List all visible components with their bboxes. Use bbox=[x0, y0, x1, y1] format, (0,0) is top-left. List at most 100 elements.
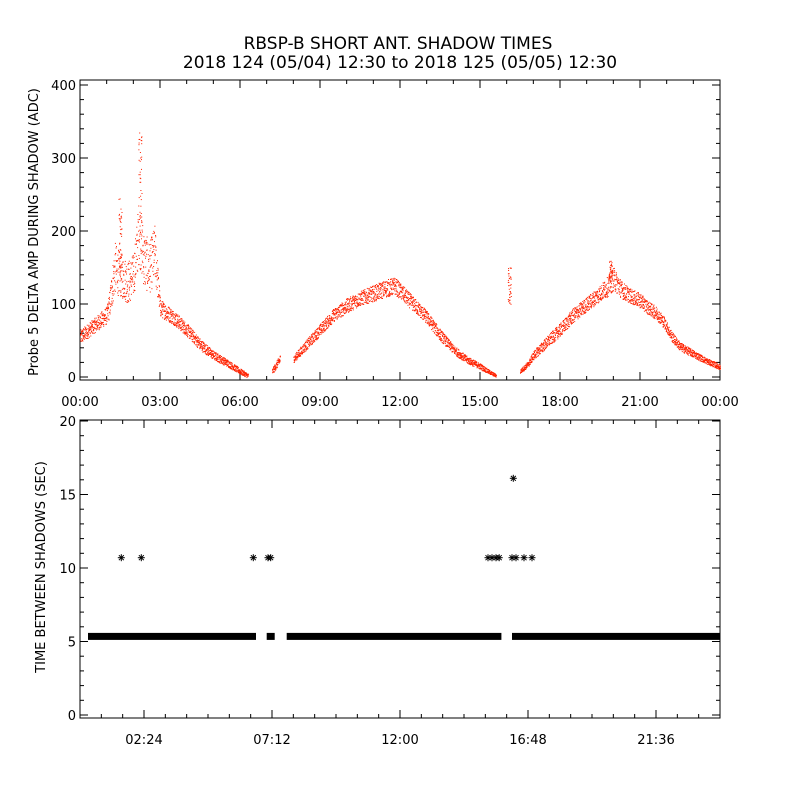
data-point bbox=[420, 312, 422, 314]
data-point bbox=[223, 362, 225, 364]
data-point bbox=[675, 341, 677, 343]
data-point bbox=[383, 286, 385, 288]
data-point bbox=[582, 305, 584, 307]
data-point bbox=[133, 256, 135, 258]
data-point bbox=[545, 348, 546, 350]
data-point bbox=[141, 222, 143, 224]
data-point bbox=[442, 335, 444, 337]
data-point bbox=[531, 361, 532, 363]
data-point bbox=[562, 329, 564, 330]
data-point bbox=[147, 277, 149, 279]
data-point bbox=[666, 324, 668, 326]
data-point bbox=[124, 292, 125, 294]
data-point bbox=[158, 295, 160, 297]
data-point bbox=[489, 372, 491, 374]
chart-title-line1: RBSP-B SHORT ANT. SHADOW TIMES bbox=[244, 34, 553, 54]
data-point bbox=[359, 302, 361, 304]
data-point bbox=[106, 323, 107, 325]
data-point bbox=[329, 322, 330, 324]
data-point bbox=[458, 353, 459, 355]
data-point bbox=[412, 304, 414, 306]
data-point bbox=[130, 284, 132, 286]
data-point bbox=[663, 325, 665, 327]
data-point bbox=[673, 342, 675, 344]
data-point bbox=[147, 254, 149, 256]
data-point bbox=[647, 310, 649, 312]
data-point bbox=[135, 262, 137, 264]
data-point bbox=[594, 299, 596, 301]
data-point bbox=[275, 363, 277, 365]
data-point bbox=[209, 348, 211, 349]
data-point bbox=[181, 321, 183, 322]
data-point bbox=[431, 321, 432, 323]
data-point bbox=[171, 311, 173, 312]
data-point bbox=[296, 359, 298, 361]
data-point bbox=[345, 301, 347, 303]
data-point bbox=[163, 305, 165, 307]
data-point bbox=[180, 324, 182, 326]
data-point bbox=[713, 361, 715, 363]
data-point bbox=[294, 358, 296, 360]
data-point bbox=[667, 332, 669, 333]
data-point bbox=[650, 311, 652, 312]
data-point bbox=[91, 331, 92, 332]
data-point bbox=[236, 366, 238, 368]
data-point bbox=[678, 341, 680, 343]
data-point bbox=[375, 285, 376, 286]
data-point bbox=[244, 374, 246, 376]
data-point bbox=[405, 297, 407, 298]
data-point bbox=[153, 230, 155, 232]
data-point bbox=[430, 324, 432, 326]
data-point bbox=[391, 294, 393, 296]
data-point bbox=[581, 309, 583, 311]
data-point bbox=[84, 326, 86, 328]
data-point bbox=[99, 319, 100, 321]
data-point bbox=[435, 326, 437, 327]
data-point bbox=[646, 312, 648, 314]
data-point bbox=[467, 359, 469, 361]
data-point bbox=[629, 300, 630, 302]
data-point bbox=[580, 309, 581, 311]
data-point bbox=[129, 286, 131, 288]
data-point bbox=[476, 361, 478, 363]
data-point bbox=[682, 348, 684, 350]
data-point bbox=[382, 290, 384, 292]
data-point bbox=[373, 298, 375, 300]
data-point bbox=[526, 366, 528, 368]
data-point bbox=[384, 292, 386, 294]
data-point bbox=[204, 352, 206, 354]
data-point bbox=[307, 342, 309, 344]
data-point bbox=[410, 296, 412, 297]
data-point bbox=[361, 292, 362, 294]
data-point bbox=[140, 253, 142, 255]
data-point bbox=[327, 323, 329, 325]
data-point bbox=[590, 299, 592, 301]
data-point bbox=[393, 277, 395, 279]
data-point bbox=[211, 355, 212, 357]
data-point bbox=[136, 240, 138, 242]
data-point bbox=[417, 305, 419, 307]
data-point bbox=[306, 339, 308, 341]
data-point bbox=[151, 245, 153, 246]
data-point bbox=[362, 290, 364, 292]
data-point bbox=[528, 365, 530, 367]
data-point bbox=[315, 330, 317, 332]
data-point bbox=[609, 281, 611, 282]
data-point bbox=[625, 285, 627, 286]
data-point bbox=[225, 361, 227, 362]
data-point bbox=[242, 374, 244, 376]
data-point bbox=[619, 286, 621, 288]
data-point bbox=[106, 310, 108, 312]
data-point bbox=[345, 307, 347, 309]
data-point bbox=[452, 343, 454, 345]
data-point bbox=[465, 356, 466, 358]
data-point bbox=[447, 340, 449, 342]
data-point bbox=[418, 314, 420, 316]
data-point bbox=[427, 320, 429, 322]
data-point bbox=[132, 262, 134, 264]
data-point bbox=[690, 355, 692, 357]
data-point bbox=[86, 324, 88, 326]
data-point bbox=[214, 356, 215, 357]
data-point bbox=[390, 284, 392, 286]
data-point bbox=[641, 307, 643, 309]
